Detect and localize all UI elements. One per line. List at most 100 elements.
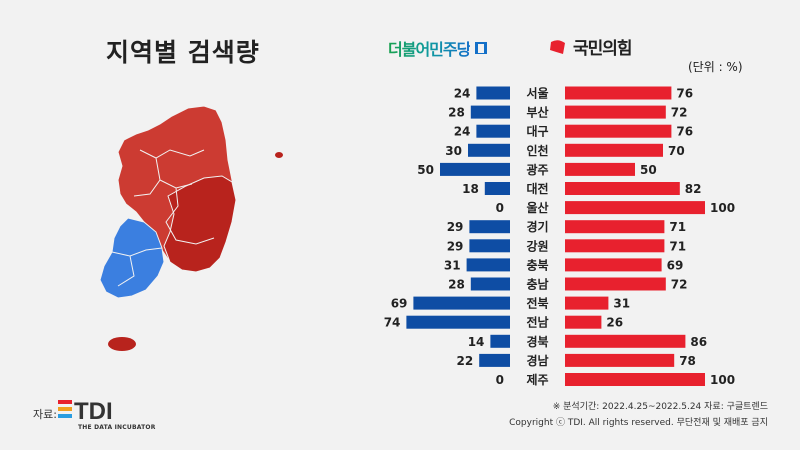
copyright-text: Copyright ⓒ TDI. All rights reserved. 무단… <box>509 418 768 428</box>
bar-left <box>469 239 510 253</box>
bar-left <box>406 315 510 329</box>
category-label: 강원 <box>526 239 548 253</box>
bar-right <box>565 143 663 157</box>
category-label: 인천 <box>526 143 548 158</box>
category-label: 경남 <box>526 353 548 368</box>
bar-left <box>470 277 510 291</box>
value-label-right: 82 <box>685 182 702 196</box>
value-label-right: 26 <box>606 316 623 330</box>
bar-right <box>565 334 686 348</box>
bar-right <box>565 86 672 100</box>
value-label-right: 71 <box>669 220 686 234</box>
bar-right <box>565 105 666 119</box>
value-label-right: 76 <box>676 87 693 101</box>
value-label-left: 69 <box>391 297 408 311</box>
value-label-right: 76 <box>676 125 693 139</box>
bar-right <box>565 239 665 253</box>
map-region-dark-red <box>163 175 237 273</box>
category-label: 경북 <box>526 335 548 349</box>
tdi-logo-icon: TDI <box>58 398 113 425</box>
value-label-left: 30 <box>445 144 462 158</box>
value-label-right: 69 <box>667 258 684 272</box>
map-jeju <box>108 337 136 351</box>
category-label: 제주 <box>526 373 548 387</box>
value-label-left: 29 <box>447 239 464 253</box>
page-title: 지역별 검색량 <box>106 38 260 67</box>
bar-right <box>565 258 662 272</box>
value-label-right: 78 <box>679 354 696 368</box>
bar-right <box>565 201 705 215</box>
value-label-left: 50 <box>417 163 434 177</box>
value-label-right: 70 <box>668 144 685 158</box>
value-label-left: 14 <box>468 335 485 349</box>
bar-left <box>413 296 510 310</box>
logo-subtitle: THE DATA INCUBATOR <box>78 424 156 431</box>
value-label-left: 29 <box>447 220 464 234</box>
value-label-left: 18 <box>462 182 479 196</box>
value-label-left: 24 <box>454 87 471 101</box>
value-label-left: 31 <box>444 258 461 272</box>
value-label-right: 72 <box>671 106 688 120</box>
logo-text: TDI <box>74 398 113 425</box>
category-label: 울산 <box>526 200 548 215</box>
bar-right <box>565 220 665 234</box>
bar-right <box>565 373 705 386</box>
unit-label: (단위 : %) <box>688 60 743 74</box>
value-label-right: 72 <box>671 278 688 292</box>
value-label-right: 71 <box>669 239 686 253</box>
map-ulleungdo <box>275 152 283 158</box>
bar-left <box>476 86 510 100</box>
category-label: 서울 <box>526 86 548 101</box>
category-label: 대전 <box>526 181 548 196</box>
value-label-right: 31 <box>613 297 630 311</box>
bar-left <box>490 334 510 348</box>
people-power-party-logo-icon <box>550 39 565 54</box>
bar-left <box>469 220 510 234</box>
value-label-left: 28 <box>448 278 465 292</box>
bar-right <box>565 315 602 329</box>
value-label-right: 50 <box>640 163 657 177</box>
value-label-right: 100 <box>710 373 735 387</box>
bar-chart: 24 서울 76 28 부산 72 24 대구 76 30 인천 70 50 광주 50 18 대전 82 0 울산 1… <box>384 86 735 388</box>
bar-right <box>565 162 635 176</box>
value-label-right: 86 <box>690 335 707 349</box>
value-label-left: 0 <box>496 373 504 387</box>
map-blue-border <box>111 247 163 287</box>
bar-right <box>565 182 680 195</box>
bar-left <box>476 124 510 138</box>
bar-left <box>468 143 510 157</box>
bar-left <box>470 105 510 119</box>
bar-left <box>479 353 510 367</box>
value-label-left: 74 <box>384 316 401 330</box>
bar-left <box>484 182 510 195</box>
value-label-left: 0 <box>496 201 504 215</box>
source-label: 자료: <box>33 408 57 421</box>
bar-right <box>565 277 666 291</box>
category-label: 경기 <box>526 219 548 234</box>
democratic-party-name: 더불어민주당 <box>388 36 471 60</box>
bar-right <box>565 353 675 367</box>
value-label-left: 24 <box>454 125 471 139</box>
category-label: 대구 <box>526 125 548 139</box>
value-label-left: 28 <box>448 106 465 120</box>
category-label: 광주 <box>526 162 548 177</box>
legend-people-power-party: 국민의힘 <box>548 34 633 59</box>
category-label: 부산 <box>526 105 548 120</box>
value-label-right: 100 <box>710 201 735 215</box>
map-region-blue <box>99 217 165 299</box>
democratic-party-logo-icon <box>475 42 488 54</box>
analysis-period-note: ※ 분석기간: 2022.4.25~2022.5.24 자료: 구글트렌드 <box>552 402 768 412</box>
bar-left <box>440 162 510 176</box>
bar-right <box>565 124 672 138</box>
category-label: 전북 <box>526 296 548 311</box>
map-border-lines <box>133 149 215 245</box>
category-label: 충북 <box>526 257 548 272</box>
korea-map <box>99 105 283 351</box>
value-label-left: 22 <box>456 354 473 368</box>
category-label: 충남 <box>526 277 548 292</box>
people-power-party-name: 국민의힘 <box>573 39 633 59</box>
category-label: 전남 <box>526 315 548 330</box>
bar-right <box>565 296 609 310</box>
bar-left <box>466 258 510 272</box>
